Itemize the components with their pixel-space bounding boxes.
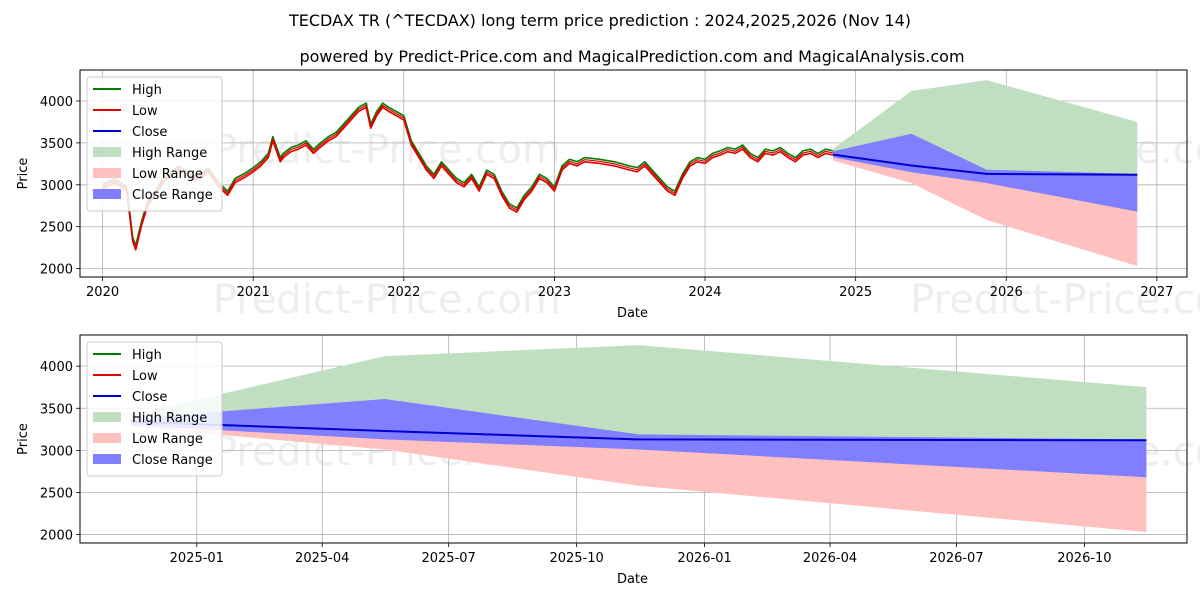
x-axis-label: Date <box>617 572 648 587</box>
x-tick-label: 2025-10 <box>549 551 603 566</box>
x-tick-label: 2021 <box>237 285 270 300</box>
watermark-text: Predict-Price.com <box>213 127 561 173</box>
close-range-band <box>833 133 1138 212</box>
x-tick-label: 2022 <box>387 285 420 300</box>
plot-frame <box>79 69 1188 278</box>
x-tick-label: 2027 <box>1140 285 1173 300</box>
y-tick-label: 3500 <box>40 402 73 417</box>
legend-label: Low Range <box>132 167 203 182</box>
bottom-panel: Predict-Price.comPredict-Price.com2025-0… <box>16 334 1200 587</box>
legend-swatch-patch <box>93 147 121 157</box>
y-tick-label: 3000 <box>40 179 73 194</box>
high-series-line <box>102 102 834 247</box>
legend-label: High Range <box>132 411 207 426</box>
x-tick-label: 2025 <box>839 285 872 300</box>
legend-label: High <box>132 83 162 98</box>
x-tick-label: 2020 <box>86 285 119 300</box>
low-series-line <box>102 106 834 251</box>
y-tick-label: 2000 <box>40 529 73 544</box>
watermark-text: Predict-Price.com <box>213 277 561 323</box>
legend-label: Close Range <box>132 453 213 468</box>
legend-label: Low <box>132 369 158 384</box>
x-axis-label: Date <box>617 306 648 321</box>
x-tick-label: 2025-04 <box>295 551 349 566</box>
x-tick-label: 2026 <box>990 285 1023 300</box>
legend-swatch-patch <box>93 454 121 464</box>
x-tick-label: 2026-01 <box>677 551 731 566</box>
x-tick-label: 2023 <box>538 285 571 300</box>
y-tick-label: 3500 <box>40 137 73 152</box>
chart-title: TECDAX TR (^TECDAX) long term price pred… <box>288 11 911 30</box>
x-tick-label: 2025-07 <box>421 551 475 566</box>
close-range-band <box>130 399 1147 478</box>
y-tick-label: 2500 <box>40 221 73 236</box>
plot-frame <box>79 334 1188 544</box>
x-tick-label: 2024 <box>688 285 721 300</box>
top-panel: Predict-Price.com Predict-Price.com Predic… <box>16 69 1200 323</box>
y-tick-label: 3000 <box>40 444 73 459</box>
legend-label: Low Range <box>132 432 203 447</box>
y-axis-label: Price <box>16 423 31 455</box>
legend-label: Close Range <box>132 188 213 203</box>
legend-label: Low <box>132 104 158 119</box>
x-tick-label: 2026-10 <box>1057 551 1111 566</box>
legend-swatch-patch <box>93 189 121 199</box>
x-tick-label: 2025-01 <box>170 551 224 566</box>
legend-label: High <box>132 348 162 363</box>
x-tick-label: 2026-07 <box>929 551 983 566</box>
x-tick-label: 2026-04 <box>803 551 857 566</box>
legend-label: Close <box>132 125 167 140</box>
y-tick-label: 2000 <box>40 263 73 278</box>
watermark-text: Predict-Price.com <box>910 277 1200 323</box>
y-tick-label: 4000 <box>40 360 73 375</box>
close-forecast-line <box>130 420 1147 442</box>
chart-subtitle: powered by Predict-Price.com and Magical… <box>299 47 964 66</box>
legend-swatch-patch <box>93 412 121 422</box>
y-tick-label: 2500 <box>40 486 73 501</box>
close-history-line <box>102 104 834 249</box>
y-tick-label: 4000 <box>40 95 73 110</box>
legend-label: Close <box>132 390 167 405</box>
legend-label: High Range <box>132 146 207 161</box>
legend-swatch-patch <box>93 433 121 443</box>
close-forecast-line <box>832 153 1138 176</box>
legend-swatch-patch <box>93 168 121 178</box>
y-axis-label: Price <box>16 158 31 190</box>
